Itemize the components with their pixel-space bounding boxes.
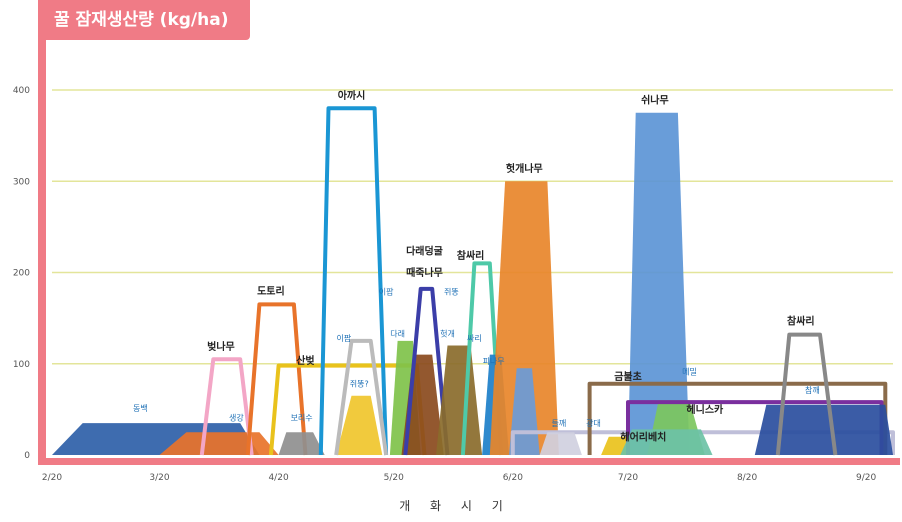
series-label: 도토리 [257, 284, 285, 297]
series-label: 아까시 [338, 89, 366, 102]
series-label: 금불초 [614, 370, 642, 383]
x-axis-ticks: 2/20 3/20 4/20 5/20 6/20 7/20 8/20 9/20 [42, 473, 877, 483]
x-tick-label: 6/20 [503, 473, 523, 483]
series-label: 생강 [229, 412, 244, 422]
chart-title: 꿀 잠재생산량 (kg/ha) [54, 10, 229, 30]
series-line-26 [775, 332, 838, 456]
series-label: 산벚 [296, 354, 314, 367]
series-area-24 [620, 429, 713, 455]
series-label: 이팝 [379, 286, 394, 296]
series-label: 피나무 [483, 357, 505, 366]
series-label: 헛개나무 [506, 162, 543, 175]
series-label: 동백 [133, 403, 148, 413]
x-tick-label: 9/20 [856, 473, 876, 483]
series-group [52, 106, 895, 456]
bottom-frame-bar [38, 458, 900, 465]
series-area-19 [539, 432, 582, 455]
series-area-20 [628, 112, 690, 456]
series-label: 참깨 [805, 385, 820, 395]
chart-title-banner: 꿀 잠재생산량 (kg/ha) [40, 0, 251, 40]
y-tick-label: 200 [13, 269, 30, 279]
x-tick-label: 4/20 [268, 473, 288, 483]
series-line-8 [334, 338, 389, 456]
y-tick-label: 300 [13, 177, 30, 187]
series-area-15 [489, 181, 559, 456]
x-axis-label: 개 화 시 기 [399, 499, 511, 513]
y-axis-ticks: 0 100 200 300 400 [13, 86, 30, 461]
series-label: 이팝 [336, 333, 351, 343]
x-tick-label: 3/20 [149, 473, 169, 483]
series-label: 쥐똥 [444, 286, 459, 296]
series-label: 벚나무 [207, 340, 235, 353]
series-area-25 [754, 404, 893, 455]
series-label: 광대 [586, 418, 601, 428]
y-tick-label: 0 [24, 451, 30, 461]
series-label: 싸리 [467, 333, 482, 343]
x-tick-label: 7/20 [618, 473, 638, 483]
series-label: 다래덩굴 [406, 244, 443, 257]
series-area-7 [336, 395, 383, 455]
series-line-2 [199, 357, 254, 456]
series-label: 메밀 [682, 368, 697, 377]
series-line-18 [510, 430, 895, 455]
series-area-4 [278, 432, 325, 455]
series-line-11 [403, 286, 450, 456]
x-tick-label: 5/20 [384, 473, 404, 483]
series-line-3 [245, 302, 308, 456]
x-tick-label: 8/20 [737, 473, 757, 483]
series-line-6 [318, 106, 389, 456]
series-label: 헤어리베치 [620, 430, 666, 443]
series-label: 헛개 [440, 328, 455, 338]
series-label: 참싸리 [457, 249, 485, 262]
series-label: 헤니스카 [686, 403, 724, 416]
series-label: 쉬나무 [641, 94, 669, 107]
y-tick-label: 100 [13, 360, 30, 370]
series-label: 보리수 [291, 413, 313, 422]
series-label: 참싸리 [787, 315, 815, 328]
series-label: 다래 [390, 329, 405, 338]
left-frame-bar [38, 0, 46, 465]
y-tick-label: 400 [13, 86, 30, 96]
series-label: 들깨 [552, 418, 567, 428]
series-area-12 [436, 345, 483, 455]
x-tick-label: 2/20 [42, 473, 62, 483]
series-label: 쥐똥? [350, 379, 369, 389]
series-label: 때죽나무 [406, 266, 443, 279]
